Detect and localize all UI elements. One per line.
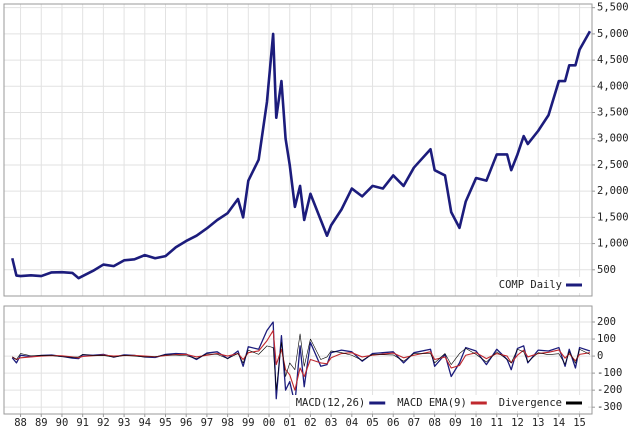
x-tick-label: 99 <box>242 417 255 429</box>
legend-background <box>492 277 588 293</box>
x-tick-label: 00 <box>263 417 276 429</box>
legend: Divergence MACD EMA(9) MACD(12,26) <box>289 395 588 411</box>
x-tick-label: 98 <box>221 417 234 429</box>
x-tick-label: 10 <box>470 417 483 429</box>
y-tick-label: -200 <box>597 384 622 396</box>
x-tick-label: 01 <box>283 417 296 429</box>
x-tick-label: 09 <box>449 417 462 429</box>
x-tick-label: 95 <box>159 417 172 429</box>
y-tick-label: 0 <box>597 350 603 362</box>
x-tick-label: 15 <box>573 417 586 429</box>
data-line <box>11 30 592 280</box>
legend: COMP Daily <box>492 277 588 293</box>
y-tick-label: -100 <box>597 367 622 379</box>
x-tick-label: 12 <box>511 417 524 429</box>
y-tick-label: -300 <box>597 401 622 413</box>
x-tick-label: 88 <box>14 417 27 429</box>
y-tick-label: 2,500 <box>597 159 629 171</box>
legend-label: MACD(12,26) <box>296 397 366 409</box>
y-tick-label: 100 <box>597 333 616 345</box>
x-tick-label: 04 <box>346 417 359 429</box>
x-tick-label: 05 <box>366 417 379 429</box>
x-tick-label: 02 <box>304 417 317 429</box>
legend-label: MACD EMA(9) <box>397 397 467 409</box>
y-tick-label: 3,000 <box>597 133 629 145</box>
x-tick-label: 90 <box>56 417 69 429</box>
x-tick-label: 97 <box>201 417 214 429</box>
x-tick-label: 93 <box>118 417 131 429</box>
plot-background <box>4 4 592 296</box>
data-line <box>12 333 591 391</box>
x-tick-label: 92 <box>97 417 110 429</box>
legend-label: Divergence <box>499 397 562 409</box>
x-tick-label: 91 <box>76 417 89 429</box>
y-tick-label: 500 <box>597 264 616 276</box>
y-tick-label: 200 <box>597 316 616 328</box>
y-tick-label: 5,000 <box>597 28 629 40</box>
data-line <box>11 329 591 391</box>
x-tick-label: 07 <box>408 417 421 429</box>
x-tick-label: 89 <box>35 417 48 429</box>
plot-frame <box>3 3 593 297</box>
y-tick-label: 4,000 <box>597 80 629 92</box>
plot-frame <box>3 305 593 415</box>
x-tick-label: 06 <box>387 417 400 429</box>
x-tick-label: 03 <box>325 417 338 429</box>
legend-label: COMP Daily <box>499 279 562 291</box>
y-tick-label: 4,500 <box>597 54 629 66</box>
y-tick-label: 3,500 <box>597 107 629 119</box>
y-tick-label: 5,500 <box>597 2 629 14</box>
x-tick-label: 14 <box>553 417 566 429</box>
x-tick-label: 96 <box>180 417 193 429</box>
y-tick-label: 2,000 <box>597 185 629 197</box>
x-tick-label: 94 <box>138 417 151 429</box>
x-tick-label: 11 <box>490 417 503 429</box>
legend-background <box>289 395 588 411</box>
x-tick-label: 08 <box>428 417 441 429</box>
y-tick-label: 1,000 <box>597 238 629 250</box>
x-tick-label: 13 <box>532 417 545 429</box>
y-tick-label: 1,500 <box>597 211 629 223</box>
